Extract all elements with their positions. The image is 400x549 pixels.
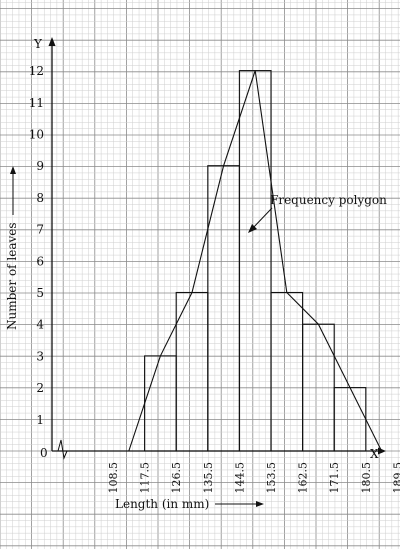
y-tick-label: 9 [36,159,44,173]
x-tick-label: 126.5 [170,462,183,494]
histogram-bar [270,291,304,452]
x-axis-break [57,439,68,460]
y-tick-label: 4 [36,318,44,332]
y-axis-letter: Y [33,37,43,51]
origin-label: 0 [40,446,48,460]
histogram-bar [175,291,209,452]
x-axis-arrowhead [378,447,386,455]
y-tick-label: 7 [36,223,44,237]
frequency-polygon-line [128,70,383,452]
y-axis-arrowhead [48,37,56,46]
x-tick-label: 171.5 [328,462,341,494]
histogram-bar [144,355,177,452]
x-tick-label: 189.5 [391,462,400,494]
y-tick-label: 5 [36,286,44,300]
x-tick-label: 180.5 [360,462,373,494]
x-tick-label: 135.5 [202,462,215,494]
y-tick-label: 1 [36,413,44,427]
x-axis-label: Length (in mm) [115,497,209,511]
y-axis-label-arrowhead [10,166,16,174]
annotation-pointer-head [248,224,257,233]
y-tick-label: 11 [29,96,44,110]
x-tick-label: 144.5 [233,462,246,494]
y-tick-label: 2 [36,381,44,395]
x-tick-labels: 108.5 117.5 126.5 135.5 144.5 153.5 162.5 171.5… [107,462,400,494]
x-tick-label: 153.5 [265,462,278,494]
y-tick-label: 6 [36,254,44,268]
y-tick-label: 8 [36,191,44,205]
x-axis-letter: X [370,447,379,461]
frequency-polygon-annotation: Frequency polygon [270,193,387,207]
y-tick-label: 10 [29,128,44,142]
y-axis-label: Number of leaves [5,222,19,330]
y-tick-label: 3 [36,349,44,363]
x-axis-label-arrowhead [256,501,264,507]
axes [48,37,386,460]
annotation-pointer [251,207,273,230]
x-tick-label: 162.5 [297,462,310,494]
x-tick-label: 117.5 [139,462,152,494]
x-tick-label: 108.5 [107,462,120,494]
y-tick-label: 12 [29,64,44,78]
